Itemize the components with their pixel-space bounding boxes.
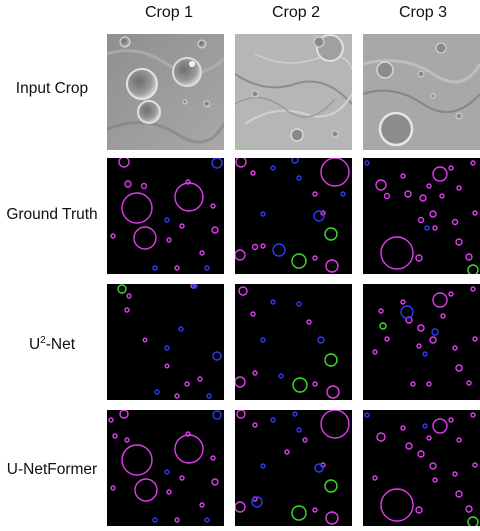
- row-label-input-crop: Input Crop: [15, 80, 89, 97]
- u2-net-rest: -Net: [45, 336, 76, 354]
- column-title-crop-3: Crop 3: [398, 4, 448, 21]
- row-label-ground-truth: Ground Truth: [6, 206, 98, 223]
- row-label-u2-net: U2-Net: [0, 335, 104, 354]
- u2-net-crop-3: [363, 284, 480, 400]
- u-netformer-crop-2: [235, 410, 352, 526]
- u2-net-crop-2: [235, 284, 352, 400]
- input-crop-3: [363, 34, 480, 150]
- input-crop-2: [235, 34, 352, 150]
- u2-net-crop-1: [107, 284, 224, 400]
- u-netformer-crop-1: [107, 410, 224, 526]
- u-netformer-crop-3: [363, 410, 480, 526]
- u2-net-main: U: [28, 336, 41, 354]
- column-title-crop-1: Crop 1: [144, 4, 194, 21]
- row-label-u-netformer: U-NetFormer: [6, 461, 98, 478]
- column-title-crop-2: Crop 2: [271, 4, 321, 21]
- ground-truth-crop-2: [235, 158, 352, 274]
- input-crop-1: [107, 34, 224, 150]
- u2-net-superscript: 2: [40, 335, 46, 346]
- ground-truth-crop-1: [107, 158, 224, 274]
- ground-truth-crop-3: [363, 158, 480, 274]
